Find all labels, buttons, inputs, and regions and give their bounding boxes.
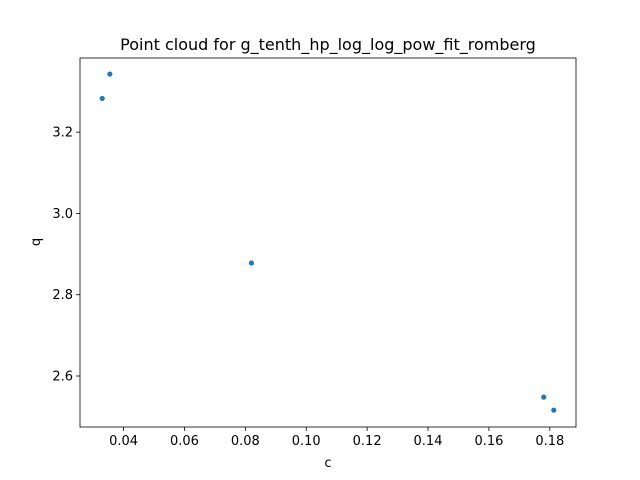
y-tick-label: 2.8 (52, 288, 73, 303)
y-tick-label: 3.0 (52, 207, 73, 222)
data-point (541, 394, 547, 400)
x-tick-label: 0.06 (170, 434, 199, 449)
x-tick-label: 0.18 (535, 434, 564, 449)
data-point (248, 260, 255, 266)
data-point (99, 95, 105, 102)
y-axis: 2.6 2.8 3.0 3.2 (52, 126, 80, 384)
data-points (99, 71, 557, 413)
x-tick-label: 0.14 (414, 434, 443, 449)
x-tick-label: 0.16 (474, 434, 503, 449)
chart-title: Point cloud for g_tenth_hp_log_log_pow_f… (120, 35, 536, 55)
x-axis-label: c (324, 456, 331, 471)
axes-frame (79, 57, 577, 428)
x-tick-label: 0.08 (231, 434, 260, 449)
plot-area (79, 57, 577, 428)
y-axis-label: q (29, 238, 44, 246)
y-tick-label: 3.2 (52, 126, 73, 141)
x-tick-label: 0.12 (353, 434, 382, 449)
x-tick-label: 0.10 (292, 434, 321, 449)
x-axis: 0.04 0.06 0.08 0.10 0.12 0.14 0.16 0.18 (109, 427, 564, 449)
y-tick-label: 2.6 (52, 369, 73, 384)
x-tick-label: 0.04 (109, 434, 138, 449)
data-point (107, 71, 113, 77)
data-point (551, 407, 557, 413)
